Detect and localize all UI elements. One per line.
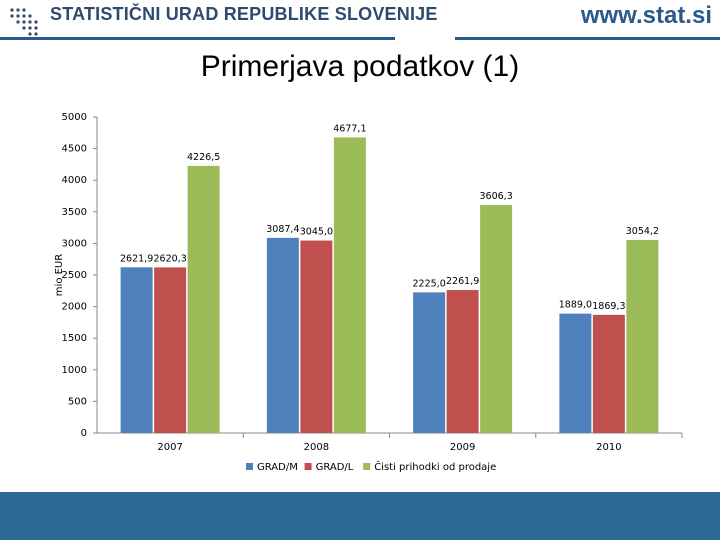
bar-grad-m-2010: [559, 313, 592, 433]
bar-chart: 0 500 1000 1500 2000 2500 3000 3500 4000 4500 5000…: [54, 112, 683, 473]
header-divider: [0, 37, 395, 40]
data-label: 3054,2: [626, 226, 659, 237]
y-tick-label: 4000: [62, 175, 87, 186]
y-tick-label: 500: [68, 396, 87, 407]
bar-grad-l-2007: [154, 267, 187, 433]
x-tick-label: 2010: [596, 442, 621, 453]
x-tick-label: 2007: [157, 442, 182, 453]
footer-bar: [0, 492, 720, 540]
data-label: 3045,0: [300, 227, 333, 238]
y-tick-label: 1500: [62, 333, 87, 344]
header-divider-right: [455, 37, 720, 40]
data-label: 4226,5: [187, 152, 220, 163]
website-url[interactable]: www.stat.si: [580, 2, 712, 29]
bar-grad-m-2008: [266, 237, 299, 433]
data-label: 1889,0: [559, 300, 592, 311]
legend-swatch: [246, 463, 253, 470]
data-label: 2621,9: [120, 253, 153, 264]
y-tick-label: 4500: [62, 144, 87, 155]
data-label: 3606,3: [480, 191, 513, 202]
bar-grad-l-2008: [300, 240, 333, 433]
y-tick-label: 3000: [62, 238, 87, 249]
legend-label: GRAD/M: [257, 462, 298, 473]
bar--isti-prihodki-od-prodaje-2008: [333, 137, 366, 433]
legend-label: GRAD/L: [316, 462, 354, 473]
y-tick-label: 5000: [62, 112, 87, 123]
data-label: 1869,3: [592, 301, 625, 312]
organization-name: STATISTIČNI URAD REPUBLIKE SLOVENIJE: [50, 4, 438, 24]
bar-grad-m-2009: [413, 292, 446, 433]
y-tick-label: 3500: [62, 207, 87, 218]
y-tick-label: 1000: [62, 365, 87, 376]
legend-label: Čisti prihodki od prodaje: [374, 460, 496, 473]
legend-swatch: [304, 463, 312, 470]
data-label: 4677,1: [333, 123, 366, 134]
surs-logo-icon: [6, 4, 46, 45]
x-tick-label: 2008: [304, 442, 329, 453]
bar-grad-l-2010: [592, 314, 625, 433]
data-label: 2225,0: [413, 278, 446, 289]
y-tick-label: 0: [81, 428, 87, 439]
data-label: 2261,9: [446, 276, 479, 287]
y-tick-label: 2000: [62, 302, 87, 313]
slide-title: Primerjava podatkov (1): [200, 50, 520, 83]
bar--isti-prihodki-od-prodaje-2009: [480, 205, 513, 433]
bar--isti-prihodki-od-prodaje-2010: [626, 239, 659, 433]
y-axis-label: mio EUR: [54, 254, 65, 296]
data-label: 3087,4: [266, 224, 299, 235]
data-label: 2620,3: [154, 253, 187, 264]
header-bar: STATISTIČNI URAD REPUBLIKE SLOVENIJE www…: [0, 0, 720, 40]
y-tick-label: 2500: [62, 270, 87, 281]
bar--isti-prihodki-od-prodaje-2007: [187, 165, 220, 433]
legend-swatch: [363, 463, 371, 470]
bar-grad-l-2009: [446, 290, 479, 433]
x-tick-label: 2009: [450, 442, 475, 453]
bar-grad-m-2007: [120, 267, 153, 433]
